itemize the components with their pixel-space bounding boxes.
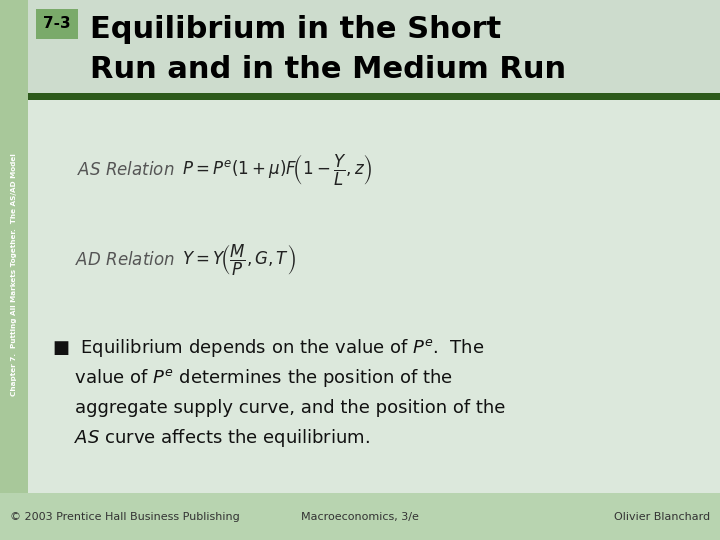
Text: $\blacksquare$  Equilibrium depends on the value of $P^e$.  The: $\blacksquare$ Equilibrium depends on th…: [52, 337, 485, 359]
Text: Macroeconomics, 3/e: Macroeconomics, 3/e: [301, 512, 419, 522]
Text: $Y = Y\!\left(\dfrac{M}{P},G,T\right)$: $Y = Y\!\left(\dfrac{M}{P},G,T\right)$: [182, 242, 296, 278]
Text: Chapter 7.  Putting All Markets Together.  The AS/AD Model: Chapter 7. Putting All Markets Together.…: [11, 153, 17, 396]
FancyBboxPatch shape: [28, 0, 720, 100]
Text: Equilibrium in the Short: Equilibrium in the Short: [90, 16, 501, 44]
FancyBboxPatch shape: [0, 493, 720, 540]
FancyBboxPatch shape: [0, 0, 28, 540]
FancyBboxPatch shape: [28, 100, 720, 493]
Text: © 2003 Prentice Hall Business Publishing: © 2003 Prentice Hall Business Publishing: [10, 512, 240, 522]
FancyBboxPatch shape: [28, 93, 720, 100]
Text: $\mathit{AD\ Relation}$: $\mathit{AD\ Relation}$: [75, 251, 175, 269]
Text: Run and in the Medium Run: Run and in the Medium Run: [90, 56, 566, 84]
Text: $P = P^e(1+\mu)F\!\left(1-\dfrac{Y}{L},z\right)$: $P = P^e(1+\mu)F\!\left(1-\dfrac{Y}{L},z…: [182, 152, 372, 187]
Text: $\mathit{AS}$ curve affects the equilibrium.: $\mathit{AS}$ curve affects the equilibr…: [52, 427, 370, 449]
FancyBboxPatch shape: [36, 9, 78, 39]
Text: Olivier Blanchard: Olivier Blanchard: [614, 512, 710, 522]
Text: value of $P^e$ determines the position of the: value of $P^e$ determines the position o…: [52, 367, 453, 389]
Text: 7-3: 7-3: [43, 17, 71, 31]
Text: $\mathit{AS\ Relation}$: $\mathit{AS\ Relation}$: [78, 161, 175, 179]
Text: aggregate supply curve, and the position of the: aggregate supply curve, and the position…: [52, 399, 505, 417]
